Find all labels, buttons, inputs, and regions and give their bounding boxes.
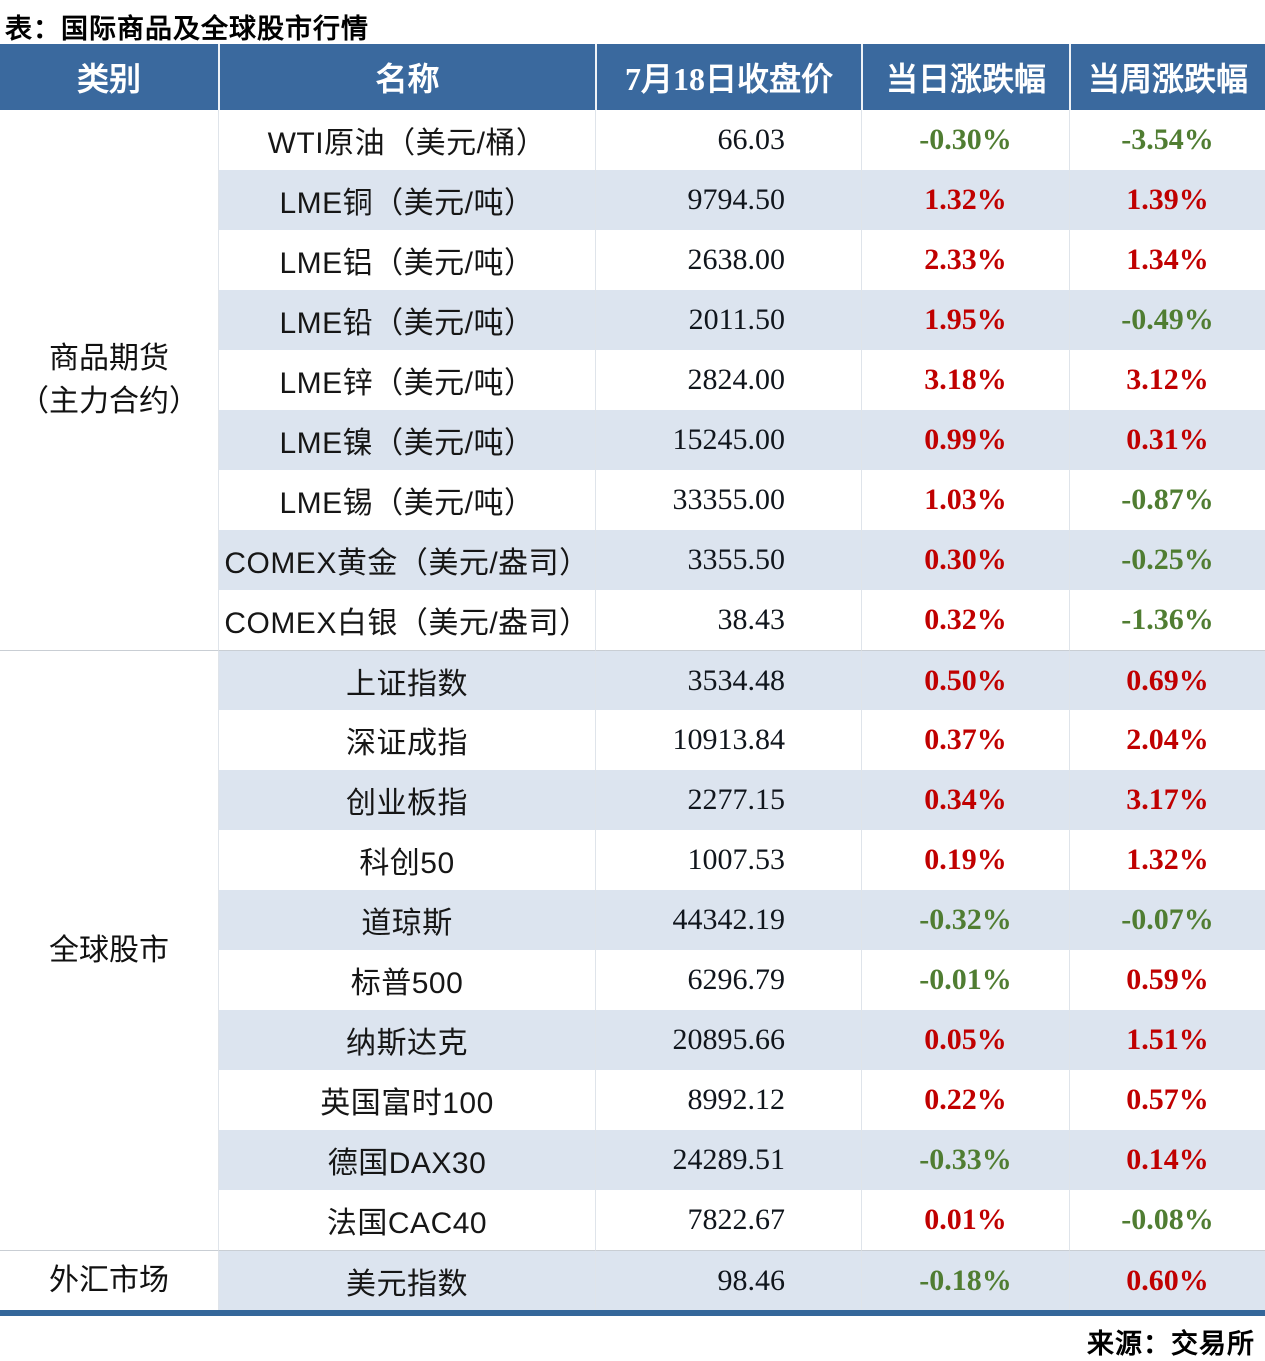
day-change-cell: 1.32% [861, 170, 1069, 230]
row-name-cell: LME镍（美元/吨） [218, 410, 595, 470]
close-price-cell: 2277.15 [595, 770, 861, 830]
week-change-cell: 0.59% [1069, 950, 1265, 1010]
category-cell: 外汇市场 [0, 1250, 218, 1310]
close-price-cell: 10913.84 [595, 710, 861, 770]
day-change-cell: 1.95% [861, 290, 1069, 350]
close-price-cell: 44342.19 [595, 890, 861, 950]
week-change-cell: -0.49% [1069, 290, 1265, 350]
table-bottom-rule [0, 1310, 1265, 1316]
close-price-cell: 38.43 [595, 590, 861, 650]
week-change-cell: -0.87% [1069, 470, 1265, 530]
row-name-cell: 纳斯达克 [218, 1010, 595, 1070]
day-change-cell: -0.01% [861, 950, 1069, 1010]
row-name-cell: LME铅（美元/吨） [218, 290, 595, 350]
week-change-cell: 0.31% [1069, 410, 1265, 470]
row-name-cell: LME铜（美元/吨） [218, 170, 595, 230]
day-change-cell: -0.33% [861, 1130, 1069, 1190]
category-cell: 商品期货 （主力合约） [0, 110, 218, 650]
week-change-cell: 0.69% [1069, 650, 1265, 710]
row-name-cell: COMEX黄金（美元/盎司） [218, 530, 595, 590]
row-name-cell: 美元指数 [218, 1250, 595, 1310]
category-cell: 全球股市 [0, 650, 218, 1250]
category-label: 全球股市 [49, 933, 169, 967]
day-change-cell: -0.32% [861, 890, 1069, 950]
day-change-cell: 0.01% [861, 1190, 1069, 1250]
source-note: 来源：交易所 [1087, 1329, 1255, 1359]
day-change-cell: 3.18% [861, 350, 1069, 410]
close-price-cell: 66.03 [595, 110, 861, 170]
week-change-cell: -0.08% [1069, 1190, 1265, 1250]
day-change-cell: 0.34% [861, 770, 1069, 830]
week-change-cell: 1.32% [1069, 830, 1265, 890]
row-name-cell: 法国CAC40 [218, 1190, 595, 1250]
week-change-cell: 1.39% [1069, 170, 1265, 230]
page-title: 表：国际商品及全球股市行情 [5, 14, 369, 44]
row-name-cell: WTI原油（美元/桶） [218, 110, 595, 170]
week-change-cell: -0.07% [1069, 890, 1265, 950]
day-change-cell: 0.37% [861, 710, 1069, 770]
week-change-cell: 3.17% [1069, 770, 1265, 830]
category-label: 商品期货 [49, 341, 169, 375]
row-name-cell: 上证指数 [218, 650, 595, 710]
close-price-cell: 20895.66 [595, 1010, 861, 1070]
row-name-cell: 科创50 [218, 830, 595, 890]
week-change-cell: -0.25% [1069, 530, 1265, 590]
close-price-cell: 2011.50 [595, 290, 861, 350]
close-price-cell: 1007.53 [595, 830, 861, 890]
close-price-cell: 98.46 [595, 1250, 861, 1310]
close-price-cell: 2638.00 [595, 230, 861, 290]
row-name-cell: 德国DAX30 [218, 1130, 595, 1190]
day-change-cell: 0.50% [861, 650, 1069, 710]
row-name-cell: 标普500 [218, 950, 595, 1010]
close-price-cell: 8992.12 [595, 1070, 861, 1130]
row-name-cell: 深证成指 [218, 710, 595, 770]
day-change-cell: 0.30% [861, 530, 1069, 590]
week-change-cell: -3.54% [1069, 110, 1265, 170]
day-change-cell: 0.19% [861, 830, 1069, 890]
row-name-cell: LME锡（美元/吨） [218, 470, 595, 530]
close-price-cell: 7822.67 [595, 1190, 861, 1250]
day-change-cell: -0.18% [861, 1250, 1069, 1310]
week-change-cell: 0.57% [1069, 1070, 1265, 1130]
day-change-cell: 2.33% [861, 230, 1069, 290]
day-change-cell: 0.22% [861, 1070, 1069, 1130]
row-name-cell: LME锌（美元/吨） [218, 350, 595, 410]
close-price-cell: 15245.00 [595, 410, 861, 470]
week-change-cell: 0.60% [1069, 1250, 1265, 1310]
table-body: 商品期货 （主力合约） WTI原油（美元/桶） 66.03 -0.30% -3.54% LM… [0, 110, 1265, 1310]
week-change-cell: 3.12% [1069, 350, 1265, 410]
week-change-cell: -1.36% [1069, 590, 1265, 650]
row-name-cell: 创业板指 [218, 770, 595, 830]
table-header: 类别 名称 7月18日收盘价 当日涨跌幅 当周涨跌幅 [0, 44, 1265, 110]
close-price-cell: 2824.00 [595, 350, 861, 410]
day-change-cell: 0.32% [861, 590, 1069, 650]
close-price-cell: 9794.50 [595, 170, 861, 230]
close-price-cell: 3355.50 [595, 530, 861, 590]
close-price-cell: 3534.48 [595, 650, 861, 710]
header-cell-close-price: 7月18日收盘价 [595, 44, 861, 110]
week-change-cell: 2.04% [1069, 710, 1265, 770]
day-change-cell: 1.03% [861, 470, 1069, 530]
week-change-cell: 1.51% [1069, 1010, 1265, 1070]
header-cell-name: 名称 [218, 44, 595, 110]
row-name-cell: LME铝（美元/吨） [218, 230, 595, 290]
header-cell-category: 类别 [76, 61, 141, 97]
row-name-cell: 英国富时100 [218, 1070, 595, 1130]
header-cell-week-change: 当周涨跌幅 [1069, 44, 1265, 110]
day-change-cell: 0.99% [861, 410, 1069, 470]
category-label: 外汇市场 [49, 1263, 169, 1297]
category-label: （主力合约） [19, 385, 199, 418]
day-change-cell: -0.30% [861, 110, 1069, 170]
close-price-cell: 6296.79 [595, 950, 861, 1010]
row-name-cell: COMEX白银（美元/盎司） [218, 590, 595, 650]
close-price-cell: 33355.00 [595, 470, 861, 530]
week-change-cell: 1.34% [1069, 230, 1265, 290]
close-price-cell: 24289.51 [595, 1130, 861, 1190]
day-change-cell: 0.05% [861, 1010, 1069, 1070]
header-cell-day-change: 当日涨跌幅 [861, 44, 1069, 110]
week-change-cell: 0.14% [1069, 1130, 1265, 1190]
row-name-cell: 道琼斯 [218, 890, 595, 950]
